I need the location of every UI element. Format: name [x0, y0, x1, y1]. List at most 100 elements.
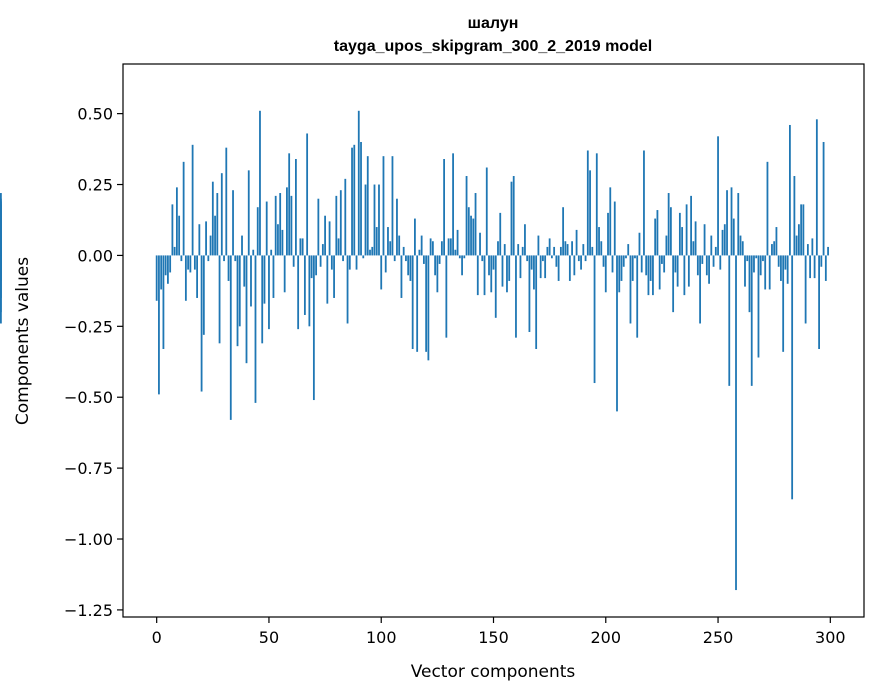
bar [550, 255, 553, 259]
bar [375, 227, 378, 256]
bar [445, 255, 448, 338]
bar [243, 255, 246, 287]
bar [652, 255, 654, 296]
bar [362, 255, 365, 259]
bar [283, 255, 286, 293]
bar [492, 255, 495, 270]
bar [775, 227, 778, 256]
bar [600, 241, 603, 256]
bar [184, 255, 187, 301]
bar [236, 255, 239, 347]
bar [214, 215, 216, 256]
bar [613, 201, 616, 256]
bar [669, 207, 672, 256]
bar [789, 124, 791, 256]
bar [656, 210, 659, 256]
bar [620, 255, 623, 281]
bar [741, 241, 744, 256]
bar [806, 244, 809, 256]
bar [791, 255, 794, 500]
bar [811, 238, 814, 256]
bar [506, 255, 508, 293]
bar [499, 212, 502, 256]
bar [254, 255, 257, 403]
bar [804, 255, 807, 324]
y-tick-label: −0.25 [64, 317, 113, 336]
bar [414, 218, 416, 256]
bar [591, 246, 594, 256]
bar [463, 255, 466, 259]
bar [485, 167, 488, 256]
y-tick-label: −1.25 [64, 601, 113, 620]
bar [411, 255, 414, 349]
bar [391, 156, 394, 256]
bar [373, 184, 376, 256]
bar [564, 241, 567, 256]
bar [402, 246, 405, 256]
bar [759, 255, 762, 276]
y-tick-label: −1.00 [64, 530, 113, 549]
bar [674, 255, 677, 273]
bar [802, 204, 805, 256]
plot-frame [122, 63, 865, 618]
bar [643, 150, 645, 256]
bar [519, 255, 522, 279]
bar [175, 187, 178, 256]
bar [661, 255, 663, 264]
bar [634, 255, 636, 259]
bar [299, 238, 302, 256]
bar [366, 156, 369, 256]
bar [227, 255, 230, 281]
bar [631, 255, 634, 281]
bar [510, 181, 513, 256]
bar [719, 255, 722, 270]
chart-subtitle: tayga_upos_skipgram_300_2_2019 model [334, 38, 652, 55]
bar [306, 133, 309, 256]
bar [0, 255, 2, 324]
bar [346, 255, 349, 324]
bar [357, 110, 360, 256]
bar [452, 153, 454, 256]
bar [571, 241, 573, 256]
bar [607, 212, 609, 256]
bar [263, 255, 266, 304]
bar [797, 224, 800, 256]
bar [456, 229, 459, 256]
bar [364, 184, 367, 256]
bar [748, 255, 751, 313]
bar [351, 147, 353, 256]
bar [726, 190, 728, 256]
bar [589, 170, 591, 256]
bar [187, 255, 190, 270]
bar [162, 255, 165, 349]
bar [580, 255, 582, 270]
bar [638, 232, 641, 256]
bar [521, 246, 524, 256]
bar [490, 255, 493, 293]
y-tick-label: −0.75 [64, 459, 113, 478]
bar [319, 255, 322, 267]
bar [566, 244, 569, 256]
bar [292, 255, 295, 267]
bar [355, 255, 358, 270]
bar [515, 255, 517, 338]
bar [335, 195, 338, 256]
bar [764, 255, 767, 290]
bar [777, 255, 780, 267]
bar [225, 147, 228, 256]
bar [609, 187, 612, 256]
bar [755, 255, 758, 259]
bar [310, 255, 313, 279]
bar [290, 195, 293, 256]
bar [382, 156, 385, 256]
bar [261, 255, 264, 344]
bar [503, 244, 506, 256]
chart-title: шалун [468, 15, 519, 32]
bar [757, 255, 760, 358]
bar [488, 255, 490, 276]
bar [654, 218, 657, 256]
bar [268, 255, 270, 330]
bar [422, 255, 425, 264]
bar [416, 255, 419, 352]
bar [730, 187, 733, 256]
